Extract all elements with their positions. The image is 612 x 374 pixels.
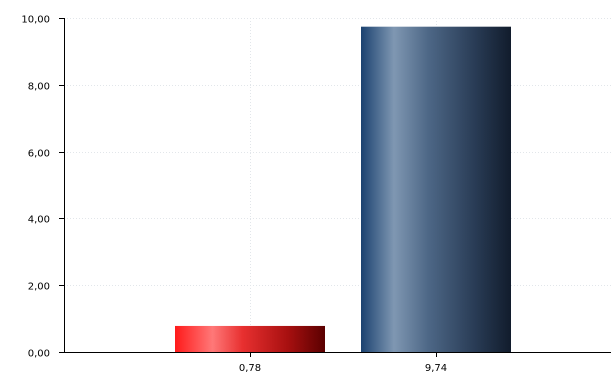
x-tick-label: 9,74 [425, 363, 447, 374]
bars [175, 26, 511, 353]
y-tick-label: 10,00 [21, 15, 50, 26]
y-tick-label: 6,00 [28, 149, 50, 160]
bar [175, 325, 325, 352]
y-tick-label: 0,00 [28, 349, 50, 360]
y-tick-labels: 0,00 2,00 4,00 6,00 8,00 10,00 [21, 15, 50, 360]
y-tick-label: 2,00 [28, 282, 50, 293]
y-tick-label: 8,00 [28, 82, 50, 93]
grid [64, 18, 611, 352]
x-tick-label: 0,78 [239, 363, 261, 374]
x-tick-labels: 0,78 9,74 [239, 363, 447, 374]
axes [59, 18, 611, 357]
y-tick-label: 4,00 [28, 215, 50, 226]
bar [361, 26, 511, 353]
